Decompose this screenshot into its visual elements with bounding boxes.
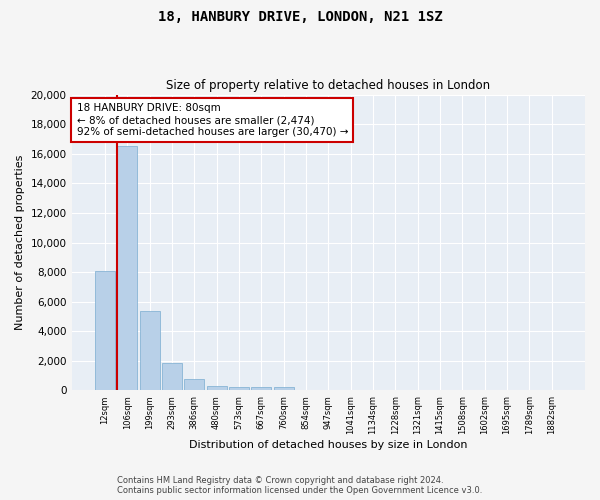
Y-axis label: Number of detached properties: Number of detached properties (15, 155, 25, 330)
Title: Size of property relative to detached houses in London: Size of property relative to detached ho… (166, 79, 490, 92)
Bar (95, 270, 115, 390)
Bar (162, 363, 182, 390)
Bar (117, 146, 137, 390)
Bar (229, 386, 249, 390)
Bar (274, 388, 293, 390)
Bar (184, 380, 205, 390)
Bar (206, 386, 227, 390)
Text: Contains HM Land Registry data © Crown copyright and database right 2024.
Contai: Contains HM Land Registry data © Crown c… (118, 476, 482, 495)
X-axis label: Distribution of detached houses by size in London: Distribution of detached houses by size … (189, 440, 467, 450)
Bar (140, 310, 160, 390)
Bar (251, 388, 271, 390)
Text: 18 HANBURY DRIVE: 80sqm
← 8% of detached houses are smaller (2,474)
92% of semi-: 18 HANBURY DRIVE: 80sqm ← 8% of detached… (77, 104, 348, 136)
Text: 18, HANBURY DRIVE, LONDON, N21 1SZ: 18, HANBURY DRIVE, LONDON, N21 1SZ (158, 10, 442, 24)
